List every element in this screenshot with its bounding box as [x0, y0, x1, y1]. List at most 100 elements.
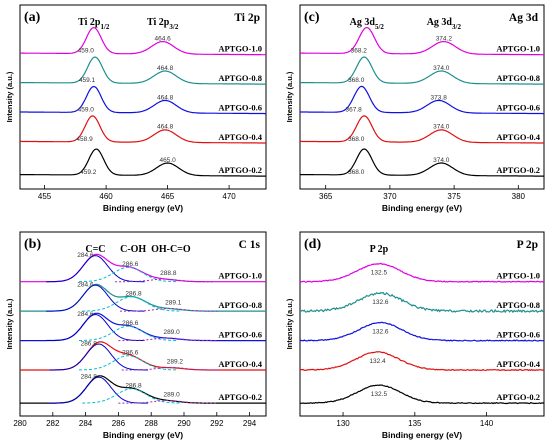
- series-line: [299, 321, 545, 342]
- series-name-label: APTGO-0.6: [496, 330, 540, 340]
- x-tick-label: 286: [112, 419, 126, 428]
- x-axis-label: Binding energy (eV): [382, 430, 462, 440]
- peak-value-label: 374.0: [433, 124, 450, 131]
- peak-value-label: 368.0: [348, 169, 365, 176]
- peak-value-label: 132.5: [371, 269, 388, 276]
- fit-component-line: [118, 337, 217, 342]
- peak-value-label: 132.6: [372, 299, 389, 306]
- panel-title: P 2p: [517, 239, 538, 251]
- panel-title: Ti 2p: [234, 12, 260, 24]
- peak-value-label: 284.6: [77, 311, 94, 318]
- peak-value-label: 284.8: [81, 373, 98, 380]
- plot-frame: [299, 231, 545, 417]
- panel-letter: (a): [24, 10, 41, 25]
- y-axis-label: Intensity (a.u.): [285, 298, 294, 349]
- peak-value-label: 464.8: [157, 94, 174, 101]
- series-name-label: APTGO-0.4: [218, 132, 262, 142]
- series-line: [299, 351, 545, 372]
- x-tick-label: 470: [222, 192, 236, 201]
- fit-component-line: [82, 296, 181, 312]
- peak-value-label: 465.0: [159, 157, 176, 164]
- fit-component-line: [79, 355, 178, 371]
- y-axis-label: Intensity (a.u.): [285, 71, 294, 122]
- x-tick-label: 284: [79, 419, 93, 428]
- chart-panel-1: 455 460 465 470 Binding energy (eV) Intensity…: [5, 4, 267, 213]
- plot-frame: [299, 4, 545, 190]
- series-line: [300, 115, 544, 144]
- fit-component-line: [121, 366, 221, 371]
- series-line: [299, 262, 545, 283]
- peak-value-label: 286.6: [122, 320, 139, 327]
- series-line: [20, 85, 266, 115]
- peak-value-label: 289.0: [163, 329, 180, 336]
- x-axis-label: Binding energy (eV): [103, 430, 183, 440]
- peak-subscript: 1/2: [100, 23, 109, 31]
- peak-value-label: 373.8: [431, 94, 448, 101]
- x-tick-label: 370: [383, 192, 397, 201]
- series-line: [20, 26, 266, 56]
- plot-frame: [19, 4, 267, 190]
- peak-name-label: OH-C=O: [151, 244, 191, 255]
- series-line: [300, 56, 544, 85]
- series-line: [300, 26, 544, 56]
- series-name-label: APTGO-0.6: [218, 330, 262, 340]
- peak-value-label: 464.8: [157, 65, 174, 72]
- peak-value-label: 374.2: [436, 35, 453, 42]
- fit-component-line: [46, 255, 145, 283]
- series-line: [299, 291, 545, 314]
- peak-name-label: P 2p: [370, 244, 389, 255]
- series-name-label: APTGO-1.0: [496, 44, 540, 54]
- peak-value-label: 464.8: [157, 124, 174, 131]
- peak-value-label: 459.2: [80, 169, 97, 176]
- panel-title: C 1s: [239, 239, 261, 251]
- fit-component-line: [79, 266, 178, 283]
- series-line: [300, 85, 544, 115]
- y-axis-label: Intensity (a.u.): [5, 71, 14, 122]
- peak-value-label: 132.6: [372, 328, 389, 335]
- fit-component-line: [120, 308, 219, 312]
- fit-component-line: [118, 400, 217, 404]
- peak-value-label: 289.0: [163, 392, 180, 399]
- peak-value-label: 284.6: [77, 281, 94, 288]
- x-tick-label: 282: [46, 419, 60, 428]
- peak-value-label: 286.8: [125, 383, 142, 390]
- series-line: [300, 148, 544, 177]
- x-axis-label: Binding energy (eV): [103, 203, 183, 213]
- peak-value-label: 367.8: [346, 107, 363, 114]
- peak-value-label: 374.0: [433, 157, 450, 164]
- series-name-label: APTGO-0.2: [218, 392, 262, 402]
- peak-value-label: 459.0: [78, 107, 95, 114]
- series-name-label: APTGO-0.8: [496, 73, 540, 83]
- peak-subscript: 3/2: [452, 23, 461, 31]
- peak-value-label: 289.2: [167, 359, 184, 366]
- chart-panel-4: 130 135 140 Binding energy (eV) Intensity (a…: [285, 231, 545, 440]
- fit-component-line: [49, 343, 148, 371]
- fit-component-line: [115, 278, 214, 283]
- y-axis-label: Intensity (a.u.): [5, 298, 14, 349]
- series-name-label: APTGO-0.2: [496, 392, 540, 402]
- series-name-label: APTGO-0.8: [218, 73, 262, 83]
- fit-component-line: [49, 376, 148, 404]
- panel-letter: (b): [24, 237, 41, 252]
- peak-value-label: 286.8: [81, 340, 98, 347]
- chart-panel-2: 365 370 375 380 Binding energy (eV) Intensity…: [285, 4, 545, 213]
- panel-letter: (c): [304, 10, 320, 25]
- x-tick-label: 465: [161, 192, 175, 201]
- series-name-label: APTGO-0.4: [496, 132, 540, 142]
- x-tick-label: 294: [243, 419, 257, 428]
- peak-value-label: 288.8: [160, 270, 177, 277]
- peak-value-label: 459.1: [79, 77, 96, 84]
- panel-title: Ag 3d: [509, 12, 539, 24]
- series-name-label: APTGO-0.6: [496, 103, 540, 113]
- x-tick-label: 280: [13, 419, 27, 428]
- x-tick-label: 455: [38, 192, 52, 201]
- series-name-label: APTGO-0.2: [496, 165, 540, 175]
- peak-value-label: 464.6: [155, 35, 172, 42]
- peak-name-label: C-OH: [120, 244, 146, 255]
- peak-name-label: Ti 2p3/2: [147, 17, 179, 31]
- series-line: [20, 148, 266, 177]
- peak-subscript: 3/2: [169, 23, 178, 31]
- series-name-label: APTGO-1.0: [218, 44, 262, 54]
- peak-value-label: 289.1: [165, 300, 182, 307]
- chart-panel-3: 280 282 284 286 288 290 292 294 Binding energy (…: [5, 231, 267, 440]
